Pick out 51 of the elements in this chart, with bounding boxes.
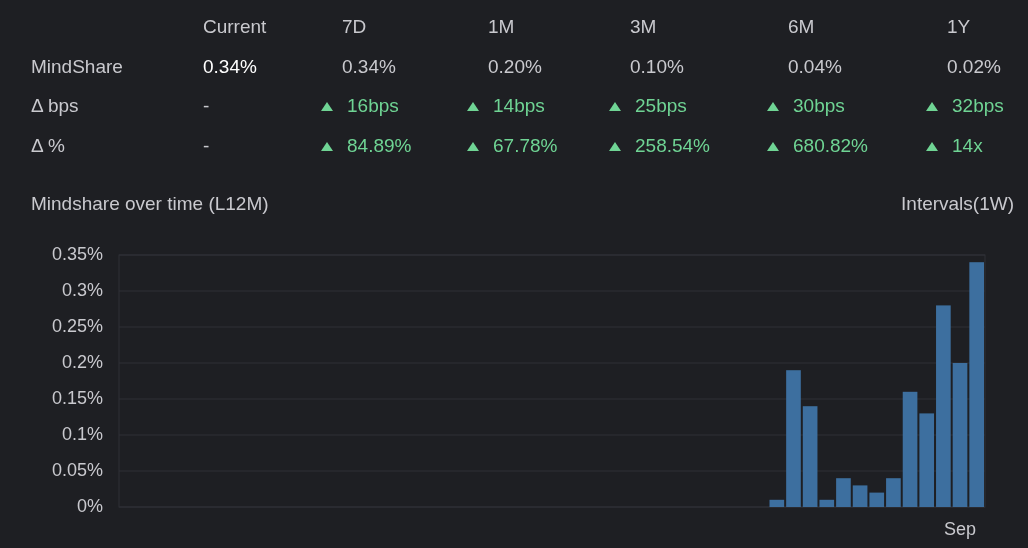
text: -	[203, 95, 210, 117]
category-label: 7D	[342, 16, 367, 38]
text: 0.34%	[342, 56, 396, 78]
bar	[852, 485, 868, 507]
y-tick-label: 0.3%	[61, 279, 103, 300]
bar	[819, 499, 835, 507]
text: 67.78%	[493, 135, 558, 157]
text: 16bps	[347, 95, 399, 117]
bar	[869, 492, 885, 507]
chart-title: Mindshare over time (L12M)	[31, 193, 269, 215]
bar	[919, 413, 935, 507]
text: 14x	[952, 135, 983, 157]
y-tick-label: 0.25%	[51, 315, 103, 336]
text: 680.82%	[793, 135, 869, 157]
y-tick-label: 0.35%	[51, 243, 103, 264]
category-label: Δ %	[31, 135, 65, 157]
text: 0.34%	[203, 56, 257, 78]
bar	[786, 370, 801, 507]
category-label: Δ bps	[31, 95, 79, 117]
bar	[836, 478, 851, 507]
text: 32bps	[952, 95, 1004, 117]
text: 0.02%	[947, 56, 1001, 78]
x-tick-label: Sep	[944, 518, 977, 539]
category-label: 6M	[788, 16, 815, 38]
text: 30bps	[793, 95, 845, 117]
text: 0.04%	[788, 56, 842, 78]
category-label: 3M	[630, 16, 657, 38]
y-tick-label: 0.05%	[51, 459, 103, 480]
text: -	[203, 135, 210, 157]
text: Intervals(1W)	[901, 193, 1014, 215]
bar	[802, 406, 818, 507]
text: 84.89%	[347, 135, 412, 157]
category-label: Current	[203, 16, 268, 38]
y-tick-label: 0.15%	[51, 387, 103, 408]
text: 258.54%	[635, 135, 711, 157]
bar	[769, 499, 785, 507]
y-tick-label: 0.2%	[61, 351, 103, 372]
bar	[886, 478, 901, 507]
category-label: 1Y	[947, 16, 971, 38]
y-tick-label: 0%	[76, 495, 103, 516]
text: 25bps	[635, 95, 687, 117]
category-label: 1M	[488, 16, 515, 38]
category-label: MindShare	[31, 56, 123, 78]
bar	[969, 262, 984, 507]
bar	[936, 305, 951, 507]
bar	[902, 391, 918, 507]
text: 0.10%	[630, 56, 684, 78]
bar	[952, 363, 968, 507]
text: 14bps	[493, 95, 545, 117]
text: 0.20%	[488, 56, 542, 78]
y-tick-label: 0.1%	[61, 423, 103, 444]
